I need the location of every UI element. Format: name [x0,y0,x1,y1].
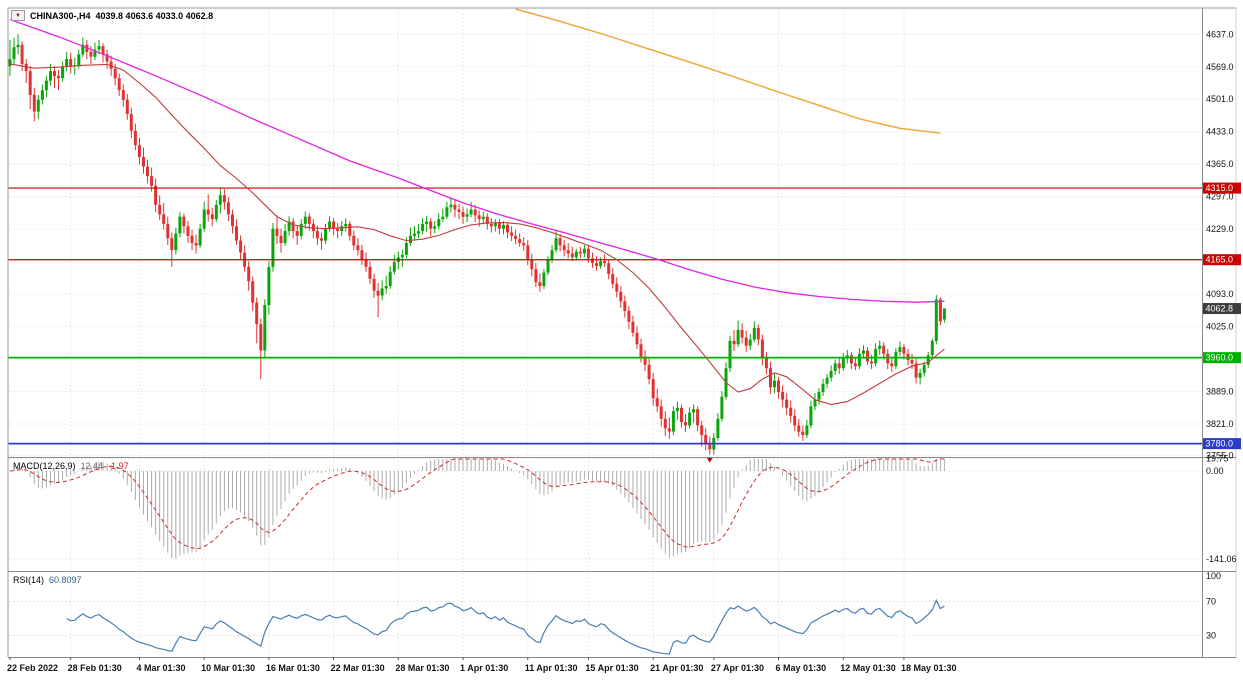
time-label: 1 Apr 01:30 [460,663,508,673]
macd-main-value: 12.44 [80,461,104,471]
level-price-badge [1203,352,1241,364]
svg-text:0.00: 0.00 [1206,466,1224,476]
time-label: 21 Apr 01:30 [650,663,703,673]
svg-text:4229.0: 4229.0 [1206,224,1234,234]
price-axis-labels: 4637.0 4569.0 4501.0 4433.0 4365.0 4297.0 4229… [1206,29,1234,460]
svg-text:4365.0: 4365.0 [1206,159,1234,169]
svg-text:4637.0: 4637.0 [1206,29,1234,39]
collapse-pane-button[interactable]: ▼ [11,10,25,21]
symbol-timeframe-label: CHINA300-,H4 [30,10,91,21]
time-label: 12 May 01:30 [840,663,896,673]
ma-long-orange-line [515,8,941,134]
triangle-down-icon: ▼ [15,12,21,19]
level-price-badge [1203,438,1241,450]
svg-text:30: 30 [1206,631,1216,641]
svg-text:4315.0: 4315.0 [1206,183,1234,193]
svg-text:3960.0: 3960.0 [1206,353,1234,363]
macd-histogram [13,459,945,559]
rsi-line [66,598,945,655]
rsi-indicator-label: RSI(14) [13,575,45,585]
svg-text:3755.0: 3755.0 [1206,451,1234,461]
time-label: 4 Mar 01:30 [136,663,185,673]
rsi-pane-header: RSI(14) 60.8097 [13,575,82,585]
svg-text:3780.0: 3780.0 [1206,439,1234,449]
time-label: 28 Mar 01:30 [395,663,449,673]
ma-fast-red-line [9,63,945,406]
price-pane-header: ▼ CHINA300-,H4 4039.8 4063.6 4033.0 4062… [11,10,213,21]
pane-frame [7,7,1237,658]
moving-average-lines [9,8,945,406]
level-price-badge [1203,254,1241,266]
time-label: 28 Feb 01:30 [68,663,122,673]
macd-indicator-label: MACD(12,26,9) [13,461,76,471]
low-marker [706,457,713,463]
current-price-badge [1203,303,1241,315]
svg-text:4093.0: 4093.0 [1206,289,1234,299]
svg-text:4165.0: 4165.0 [1206,255,1234,265]
macd-signal-line [9,458,945,550]
time-label: 15 Apr 01:30 [585,663,638,673]
time-label: 6 May 01:30 [776,663,827,673]
macd-signal-value: -1.97 [108,461,129,471]
time-label: 16 Mar 01:30 [266,663,320,673]
svg-text:19.75: 19.75 [1206,454,1229,464]
ma-slow-magenta-line [9,18,945,303]
macd-pane-header: MACD(12,26,9) 12.44 -1.97 [13,461,129,471]
time-label: 18 May 01:30 [901,663,957,673]
rsi-value: 60.8097 [49,575,82,585]
svg-text:-141.06: -141.06 [1206,554,1237,564]
svg-text:70: 70 [1206,597,1216,607]
svg-text:4501.0: 4501.0 [1206,94,1234,104]
svg-text:4062.8: 4062.8 [1206,304,1234,314]
time-label: 10 Mar 01:30 [201,663,255,673]
svg-text:4025.0: 4025.0 [1206,322,1234,332]
ohlc-values-label: 4039.8 4063.6 4033.0 4062.8 [95,10,214,21]
svg-text:3889.0: 3889.0 [1206,387,1234,397]
svg-text:4297.0: 4297.0 [1206,192,1234,202]
price-line-badges: 4315.0 4165.0 3960.0 3780.0 4062.8 [1203,182,1241,450]
candles [8,34,946,455]
time-label: 27 Apr 01:30 [711,663,764,673]
svg-text:4569.0: 4569.0 [1206,62,1234,72]
time-label: 11 Apr 01:30 [525,663,578,673]
time-axis-labels[interactable]: 22 Feb 2022 28 Feb 01:30 4 Mar 01:30 10 Mar… [7,657,956,673]
time-label: 22 Mar 01:30 [331,663,385,673]
time-label: 22 Feb 2022 [7,663,58,673]
indicator-axis-labels: 19.75 0.00 -141.06 100 70 30 [1206,454,1237,641]
level-price-badge [1203,182,1241,194]
svg-text:4433.0: 4433.0 [1206,127,1234,137]
low-arrow-icon [706,457,713,463]
svg-text:3821.0: 3821.0 [1206,419,1234,429]
horizontal-level-lines[interactable] [8,187,1202,445]
svg-text:100: 100 [1206,571,1221,581]
